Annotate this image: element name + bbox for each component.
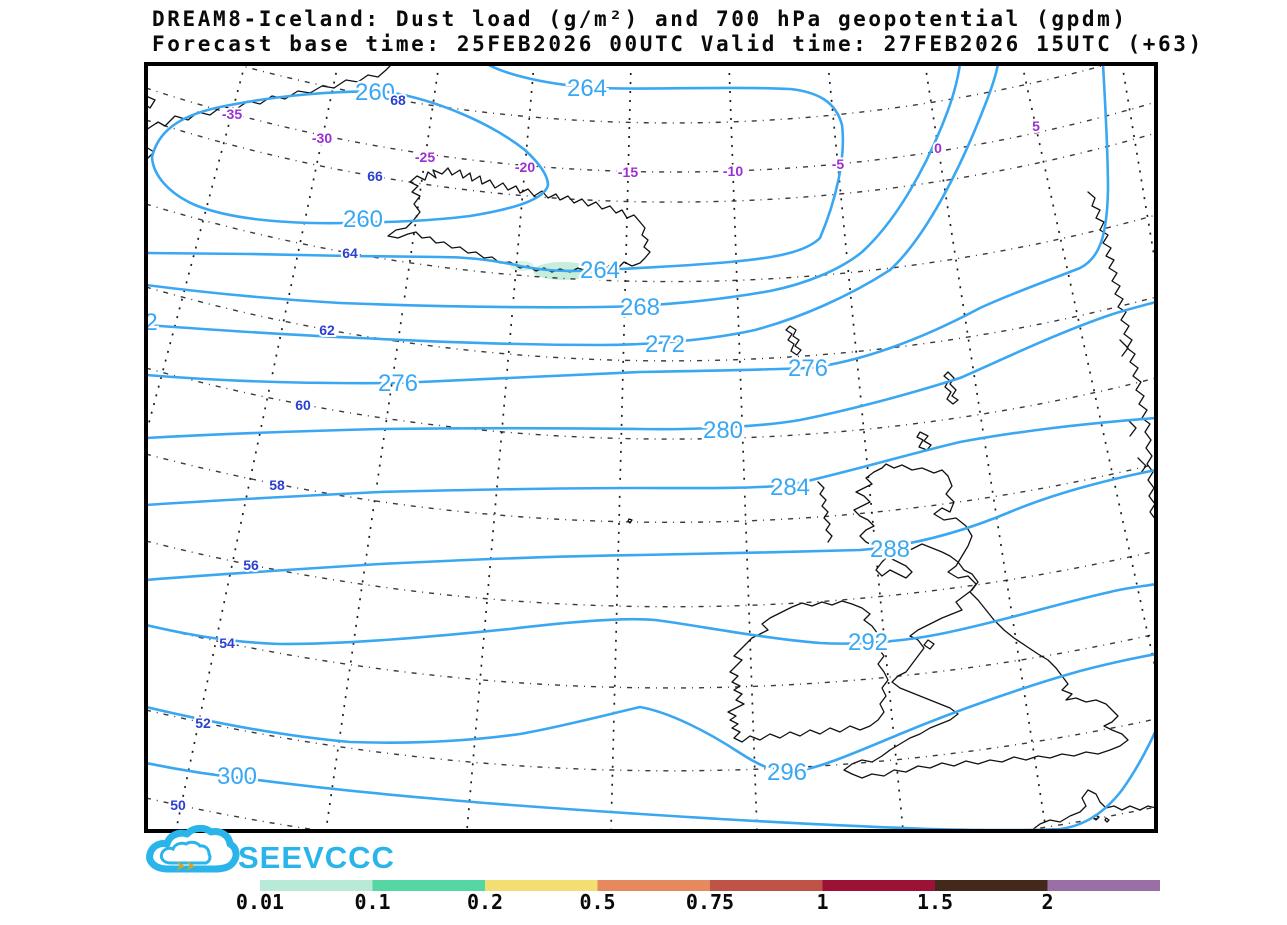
lat-label-66: 66 [367,168,383,184]
contour-264 [146,64,845,273]
lon-label--15: -15 [618,164,638,180]
coastline-norway-fjords [1119,339,1147,475]
coastline-faroe-islands [785,325,802,356]
legend-label-1: 1 [816,890,828,914]
contour-label-280: 280 [703,417,743,444]
contour-label-268: 268 [620,294,660,321]
coastlines [146,64,1156,831]
geopotential-contours [146,64,1156,831]
coastline-iceland [387,167,651,273]
contour-296 [146,652,1156,774]
contour-label-260: 260 [343,206,383,233]
contour-label-300: 300 [217,763,257,790]
map-area: 260 2642602642682722276276280284288292296… [144,64,1156,831]
legend-label-0.2: 0.2 [467,890,503,914]
legend-segment-0.01 [260,880,373,891]
legend-label-1.5: 1.5 [917,890,953,914]
dust-load-legend: 0.01 0.1 0.2 0.5 0.75 1 1.5 2 [236,880,1160,914]
coastline-isle-of-man [923,639,935,650]
legend-segment-2 [1047,880,1160,891]
seevccc-logo: SEEVCCC [146,824,395,875]
lon-label--25: -25 [415,149,435,165]
legend-label-2: 2 [1041,890,1053,914]
contour-label-264: 264 [567,75,607,102]
contour-276 [146,64,1110,385]
contour-label-264: 264 [580,257,620,284]
chart-title: DREAM8-Iceland: Dust load (g/m²) and 700… [152,7,1128,31]
contour-label-288: 288 [870,536,910,563]
lon-label--35: -35 [222,106,242,122]
contour-label-292: 292 [848,629,888,656]
lat-label-64: 64 [342,245,358,261]
lon-label-5: 5 [1032,118,1040,134]
lon-label--5: -5 [832,156,845,172]
coastline-great-britain [843,463,1129,779]
lat-label-58: 58 [269,477,285,493]
contour-label-2: 2 [144,309,157,336]
longitude-label-layer: -35 -30 -25 -20 -15 -10 -5 0 5 [220,104,1042,182]
contour-284 [146,416,1156,507]
legend-label-0.01: 0.01 [236,890,284,914]
contour-268 [146,64,962,309]
contour-300 [146,728,1156,831]
lon-label-0: 0 [934,140,942,156]
contour-label-284: 284 [770,474,810,501]
legend-label-0.5: 0.5 [579,890,615,914]
graticule-meridians [146,64,1156,831]
coastline-hebrides [817,481,833,543]
legend-label-0.75: 0.75 [686,890,734,914]
contour-label-272: 272 [645,331,685,358]
graticule-parallels [146,64,1156,831]
logo-text: SEEVCCC [238,840,395,875]
lat-label-56: 56 [243,557,259,573]
contour-label-296: 296 [767,759,807,786]
coastline-ireland [727,600,889,743]
lat-label-52: 52 [195,715,211,731]
lat-label-62: 62 [319,322,335,338]
contour-label-276: 276 [378,370,418,397]
cloud-icon [146,824,240,873]
coastline-shetland [943,371,959,405]
legend-label-0.1: 0.1 [354,890,390,914]
contour-label-layer: 260 2642602642682722276276280284288292296… [144,73,913,793]
lon-label--20: -20 [515,159,535,175]
arrow-icon [176,861,195,871]
contour-280 [146,300,1156,440]
legend-segment-1.5 [935,880,1048,891]
contour-label-260: 260 [355,79,395,106]
lat-label-50: 50 [170,797,186,813]
legend-segment-0.1 [372,880,485,891]
contour-272 [146,64,1000,347]
legend-segment-0.75 [710,880,823,891]
contour-260-closed-low [150,90,550,225]
contour-292 [146,582,1156,646]
chart-subtitle-forecast-times: Forecast base time: 25FEB2026 00UTC Vali… [152,32,1204,56]
coastline-france [1031,789,1156,831]
contour-label-276: 276 [788,355,828,382]
legend-segment-0.2 [485,880,598,891]
coastline-norway [1087,191,1156,521]
lon-label--30: -30 [312,130,332,146]
latitude-label-layer: 68 66 64 62 60 58 56 54 52 50 [168,90,408,815]
islet-rockall [627,518,633,524]
legend-segment-1 [822,880,935,891]
contour-288 [146,468,1156,582]
lat-label-68: 68 [390,92,406,108]
map-frame [144,62,1158,833]
lat-label-60: 60 [295,397,311,413]
coastline-orkney [916,431,932,451]
lat-label-54: 54 [219,635,235,651]
lon-label--10: -10 [723,163,743,179]
legend-segment-0.5 [597,880,710,891]
